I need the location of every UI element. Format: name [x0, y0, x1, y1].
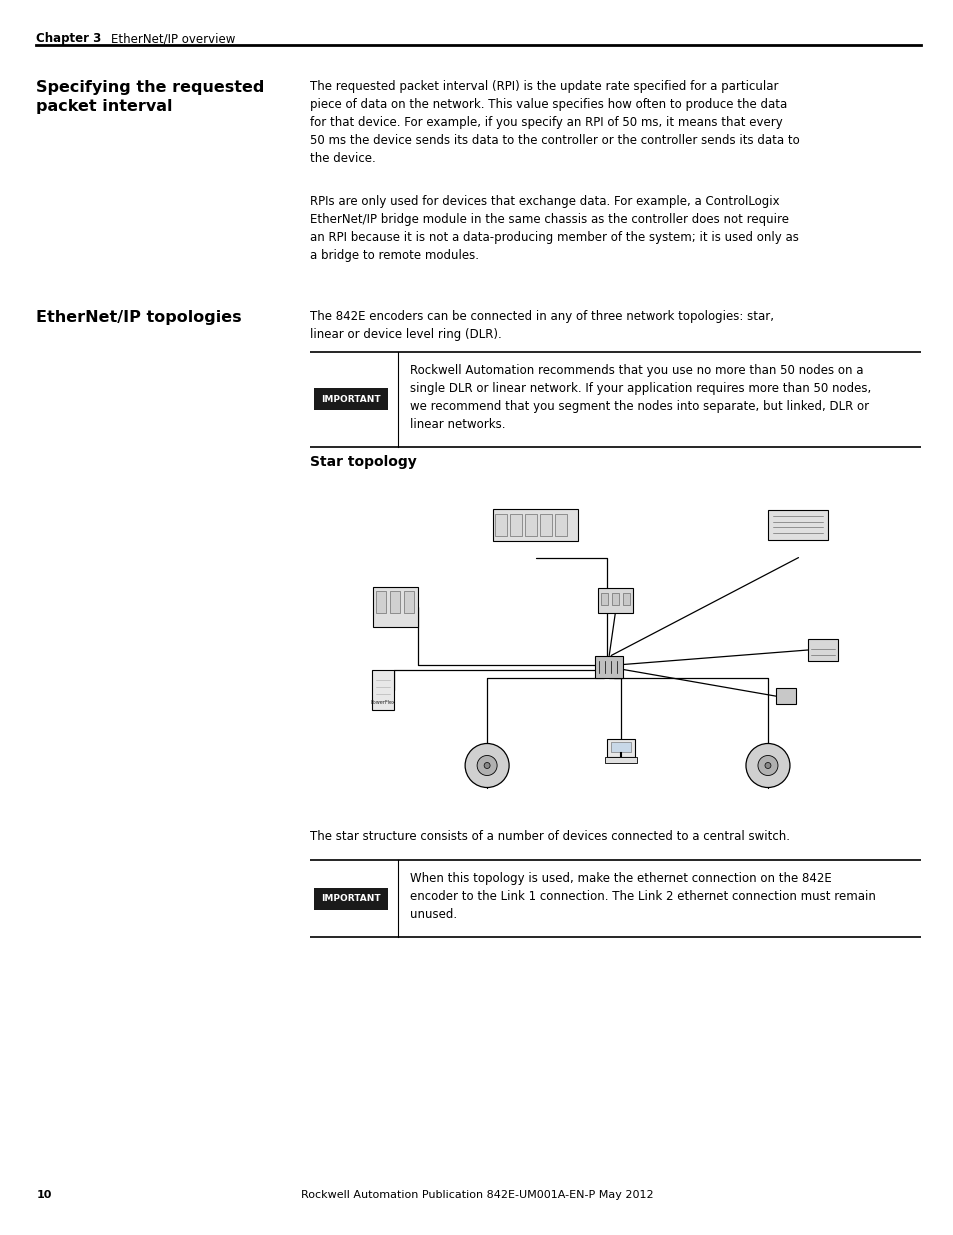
Text: Rockwell Automation Publication 842E-UM001A-EN-P May 2012: Rockwell Automation Publication 842E-UM0…	[300, 1191, 653, 1200]
FancyBboxPatch shape	[314, 389, 388, 410]
Bar	[598, 588, 632, 613]
Bar	[600, 593, 607, 604]
Text: Rockwell Automation recommends that you use no more than 50 nodes on a
single DL: Rockwell Automation recommends that you …	[410, 364, 870, 431]
Text: The 842E encoders can be connected in any of three network topologies: star,
lin: The 842E encoders can be connected in an…	[310, 310, 773, 341]
Text: IMPORTANT: IMPORTANT	[321, 395, 380, 404]
Bar	[611, 742, 631, 752]
Circle shape	[483, 762, 490, 768]
Bar	[622, 593, 629, 604]
Bar	[524, 514, 537, 536]
Bar	[555, 514, 566, 536]
Circle shape	[764, 762, 770, 768]
Bar	[373, 587, 417, 627]
Text: IMPORTANT: IMPORTANT	[321, 894, 380, 903]
Bar	[607, 740, 635, 757]
Bar	[768, 510, 827, 540]
Bar	[539, 514, 552, 536]
Bar	[776, 688, 796, 704]
Bar	[403, 592, 413, 613]
Circle shape	[476, 756, 497, 776]
Bar	[495, 514, 506, 536]
Bar	[605, 757, 637, 763]
Text: Chapter 3: Chapter 3	[36, 32, 101, 44]
Bar	[807, 638, 837, 661]
Text: Star topology: Star topology	[310, 454, 416, 469]
Circle shape	[745, 743, 789, 788]
Text: 10: 10	[36, 1191, 51, 1200]
Text: The requested packet interval (RPI) is the update rate specified for a particula: The requested packet interval (RPI) is t…	[310, 80, 799, 165]
Text: When this topology is used, make the ethernet connection on the 842E
encoder to : When this topology is used, make the eth…	[410, 872, 875, 921]
FancyBboxPatch shape	[314, 888, 388, 909]
Bar	[389, 592, 399, 613]
Circle shape	[465, 743, 509, 788]
Text: PowerFlex: PowerFlex	[371, 699, 395, 705]
Circle shape	[758, 756, 777, 776]
Bar	[372, 669, 394, 710]
Text: Specifying the requested
packet interval: Specifying the requested packet interval	[36, 80, 264, 114]
Text: EtherNet/IP topologies: EtherNet/IP topologies	[36, 310, 242, 325]
Bar	[493, 509, 578, 541]
Bar	[375, 592, 385, 613]
Bar	[611, 593, 618, 604]
Text: RPIs are only used for devices that exchange data. For example, a ControlLogix
E: RPIs are only used for devices that exch…	[310, 195, 798, 262]
Bar	[595, 656, 622, 678]
Text: EtherNet/IP overview: EtherNet/IP overview	[112, 32, 235, 44]
Bar	[510, 514, 521, 536]
Text: The star structure consists of a number of devices connected to a central switch: The star structure consists of a number …	[310, 830, 789, 844]
